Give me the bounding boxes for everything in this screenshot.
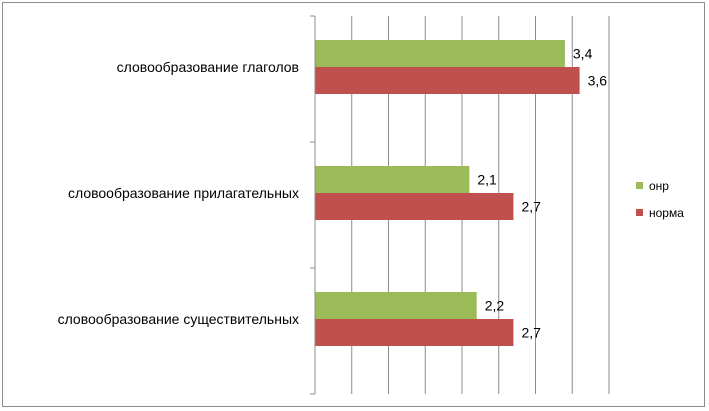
- bars: [315, 40, 580, 346]
- legend-label-0: онр: [649, 179, 669, 193]
- bar-onr-0: [315, 40, 565, 67]
- bar-norma-1: [315, 193, 514, 220]
- category-labels: словообразование глаголов словообразовани…: [58, 59, 299, 327]
- bar-norma-2: [315, 319, 514, 346]
- data-label-0-0: 3,4: [573, 46, 593, 62]
- data-label-1-0: 3,6: [588, 73, 608, 89]
- data-labels: 3,4 3,6 2,1 2,7 2,2 2,7: [477, 46, 607, 341]
- legend-swatch-1: [636, 209, 643, 216]
- category-label-2: словообразование существительных: [58, 311, 299, 327]
- legend: онр норма: [636, 179, 684, 220]
- legend-label-1: норма: [649, 206, 684, 220]
- data-label-0-1: 2,1: [477, 172, 497, 188]
- bar-onr-1: [315, 166, 470, 193]
- category-label-1: словообразование прилагательных: [68, 185, 299, 201]
- data-label-1-2: 2,7: [521, 325, 541, 341]
- bar-onr-2: [315, 292, 477, 319]
- category-axis: [310, 15, 316, 395]
- bar-norma-0: [315, 67, 580, 94]
- data-label-0-2: 2,2: [485, 298, 505, 314]
- legend-swatch-0: [636, 182, 643, 189]
- data-label-1-1: 2,7: [521, 199, 541, 215]
- category-label-0: словообразование глаголов: [117, 59, 299, 75]
